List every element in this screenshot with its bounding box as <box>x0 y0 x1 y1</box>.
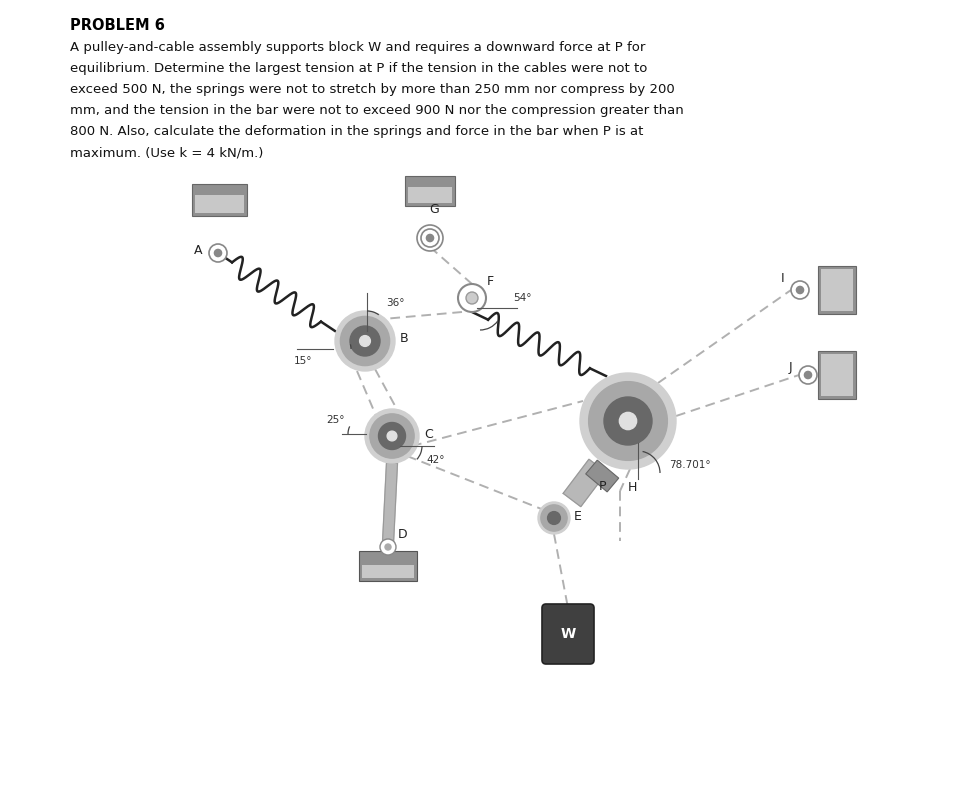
Circle shape <box>424 232 435 244</box>
Circle shape <box>350 326 380 356</box>
Text: equilibrium. Determine the largest tension at P if the tension in the cables wer: equilibrium. Determine the largest tensi… <box>70 62 647 75</box>
Bar <box>407 186 452 203</box>
Circle shape <box>378 423 406 450</box>
Bar <box>195 195 244 213</box>
Circle shape <box>799 366 816 384</box>
Circle shape <box>421 229 438 247</box>
Text: P: P <box>598 481 605 494</box>
Text: 42°: 42° <box>427 455 445 465</box>
Text: F: F <box>486 275 494 288</box>
Circle shape <box>384 544 390 550</box>
Circle shape <box>796 287 802 294</box>
Text: exceed 500 N, the springs were not to stretch by more than 250 mm nor compress b: exceed 500 N, the springs were not to st… <box>70 83 674 96</box>
Text: mm, and the tension in the bar were not to exceed 900 N nor the compression grea: mm, and the tension in the bar were not … <box>70 104 683 117</box>
Circle shape <box>364 409 419 463</box>
Circle shape <box>416 225 442 251</box>
Circle shape <box>340 316 389 365</box>
Text: D: D <box>398 528 407 541</box>
Circle shape <box>214 249 221 256</box>
Circle shape <box>619 412 636 430</box>
Circle shape <box>386 431 397 441</box>
Circle shape <box>540 505 567 531</box>
Text: J: J <box>788 361 791 373</box>
Text: 800 N. Also, calculate the deformation in the springs and force in the bar when : 800 N. Also, calculate the deformation i… <box>70 125 643 138</box>
Text: 54°: 54° <box>512 293 530 303</box>
FancyBboxPatch shape <box>541 604 593 664</box>
Text: 36°: 36° <box>385 298 404 308</box>
Text: B: B <box>400 333 408 345</box>
Circle shape <box>380 539 396 555</box>
Text: E: E <box>574 509 581 522</box>
Circle shape <box>790 281 808 299</box>
Circle shape <box>803 372 811 379</box>
Circle shape <box>457 284 485 312</box>
Bar <box>817 266 855 314</box>
Polygon shape <box>382 462 397 544</box>
Circle shape <box>547 512 560 525</box>
Bar <box>585 460 618 492</box>
Text: G: G <box>429 203 438 216</box>
Circle shape <box>537 502 570 534</box>
Circle shape <box>369 414 413 458</box>
Circle shape <box>579 373 676 469</box>
Circle shape <box>604 397 652 445</box>
Text: 25°: 25° <box>327 415 345 425</box>
Text: PROBLEM 6: PROBLEM 6 <box>70 18 164 33</box>
Bar <box>361 564 413 578</box>
Bar <box>817 351 855 399</box>
Text: I: I <box>779 271 783 284</box>
Text: H: H <box>627 481 636 494</box>
Text: W: W <box>560 627 575 641</box>
Text: maximum. (Use k = 4 kN/m.): maximum. (Use k = 4 kN/m.) <box>70 146 263 159</box>
Circle shape <box>209 244 227 262</box>
Text: A pulley-and-cable assembly supports block W and requires a downward force at P : A pulley-and-cable assembly supports blo… <box>70 41 645 54</box>
Text: C: C <box>424 427 432 440</box>
Bar <box>820 354 852 396</box>
Circle shape <box>334 311 395 371</box>
Circle shape <box>426 234 433 242</box>
Bar <box>820 269 852 311</box>
Text: 15°: 15° <box>293 356 312 366</box>
Bar <box>405 176 455 206</box>
Polygon shape <box>562 459 605 506</box>
Circle shape <box>359 336 370 346</box>
Bar <box>192 184 247 216</box>
Circle shape <box>465 292 478 304</box>
Text: 78.701°: 78.701° <box>669 460 710 470</box>
Circle shape <box>588 381 667 460</box>
Text: A: A <box>193 244 202 257</box>
Bar <box>358 551 416 581</box>
